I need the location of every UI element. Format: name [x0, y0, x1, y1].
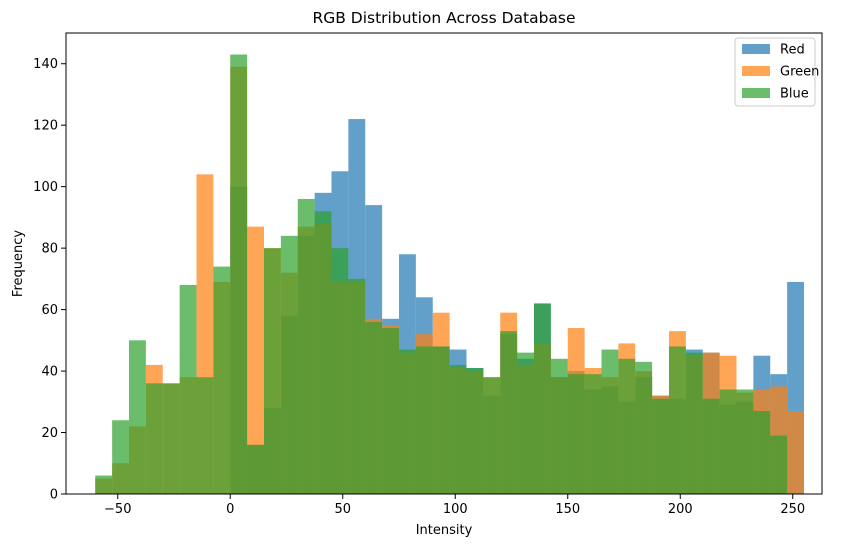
- bar-blue-4: [162, 383, 180, 494]
- plot-frame: [65, 32, 823, 495]
- bar-blue-23: [483, 377, 501, 494]
- x-axis-label: Intensity: [416, 523, 473, 538]
- x-tick-label: 100: [443, 502, 468, 517]
- legend-label-green: Green: [780, 65, 819, 80]
- bar-blue-16: [365, 321, 383, 494]
- y-tick-label: 0: [50, 488, 58, 503]
- legend-entry-blue: Blue: [742, 87, 809, 102]
- series-blue: [95, 54, 788, 494]
- x-tick-label: 0: [226, 502, 234, 517]
- bar-blue-25: [517, 352, 534, 494]
- bar-blue-32: [635, 361, 653, 494]
- y-tick-label: 100: [33, 180, 58, 195]
- bar-blue-28: [567, 374, 585, 494]
- y-tick-label: 60: [41, 303, 58, 318]
- bars-layer: [95, 54, 804, 495]
- bar-blue-24: [500, 331, 518, 494]
- x-axis-ticks: −50 0 50 100 150 200 250: [104, 494, 805, 517]
- bar-blue-17: [382, 328, 399, 494]
- bar-blue-21: [449, 364, 467, 494]
- y-tick-label: 120: [33, 119, 58, 134]
- bar-green-41: [787, 411, 804, 494]
- bar-blue-33: [652, 398, 669, 494]
- bar-blue-9: [247, 444, 264, 494]
- bar-blue-26: [534, 303, 551, 494]
- bar-blue-12: [297, 198, 315, 494]
- bar-blue-10: [264, 248, 281, 494]
- chart-title: RGB Distribution Across Database: [312, 9, 575, 27]
- bar-blue-3: [145, 383, 163, 494]
- y-axis-ticks: 0 20 40 60 80 100 120 140: [33, 57, 66, 503]
- bar-blue-15: [348, 278, 366, 494]
- legend-swatch-blue: [742, 88, 770, 98]
- bar-blue-0: [95, 475, 113, 494]
- bar-blue-39: [753, 411, 771, 494]
- legend-label-red: Red: [780, 43, 805, 58]
- x-tick-label: 150: [555, 502, 580, 517]
- y-axis-label: Frequency: [11, 230, 26, 297]
- bar-blue-36: [702, 398, 720, 494]
- bar-blue-20: [432, 346, 450, 494]
- x-tick-label: 50: [334, 502, 351, 517]
- bar-blue-40: [770, 435, 788, 494]
- legend-label-blue: Blue: [780, 87, 809, 102]
- bar-blue-31: [618, 358, 636, 494]
- bar-blue-5: [179, 285, 197, 494]
- bar-blue-27: [550, 358, 568, 494]
- legend-entry-green: Green: [742, 65, 819, 80]
- bar-blue-35: [685, 352, 703, 494]
- y-tick-label: 80: [41, 242, 58, 257]
- bar-blue-29: [584, 374, 602, 494]
- y-tick-label: 20: [41, 426, 58, 441]
- bar-blue-19: [415, 346, 433, 494]
- bar-blue-18: [399, 349, 416, 494]
- legend: Red Green Blue: [734, 37, 819, 107]
- bar-blue-37: [719, 389, 737, 494]
- legend-swatch-green: [742, 66, 770, 76]
- y-tick-label: 40: [41, 365, 58, 380]
- bar-green-9: [247, 226, 264, 494]
- legend-swatch-red: [742, 44, 770, 54]
- bar-blue-30: [601, 349, 619, 494]
- legend-entry-red: Red: [742, 43, 805, 58]
- x-tick-label: 250: [780, 502, 805, 517]
- x-tick-label: −50: [104, 502, 131, 517]
- bar-blue-11: [280, 235, 298, 494]
- bar-blue-38: [736, 389, 754, 494]
- bar-blue-8: [230, 54, 248, 494]
- y-tick-label: 140: [33, 57, 58, 72]
- bar-blue-34: [669, 346, 686, 494]
- bar-blue-22: [466, 367, 484, 494]
- bar-blue-6: [196, 377, 214, 494]
- bar-blue-14: [331, 248, 349, 494]
- bar-blue-2: [129, 340, 146, 494]
- x-tick-label: 200: [668, 502, 693, 517]
- bar-blue-13: [314, 211, 332, 494]
- bar-blue-1: [112, 420, 129, 494]
- bar-blue-7: [213, 266, 231, 494]
